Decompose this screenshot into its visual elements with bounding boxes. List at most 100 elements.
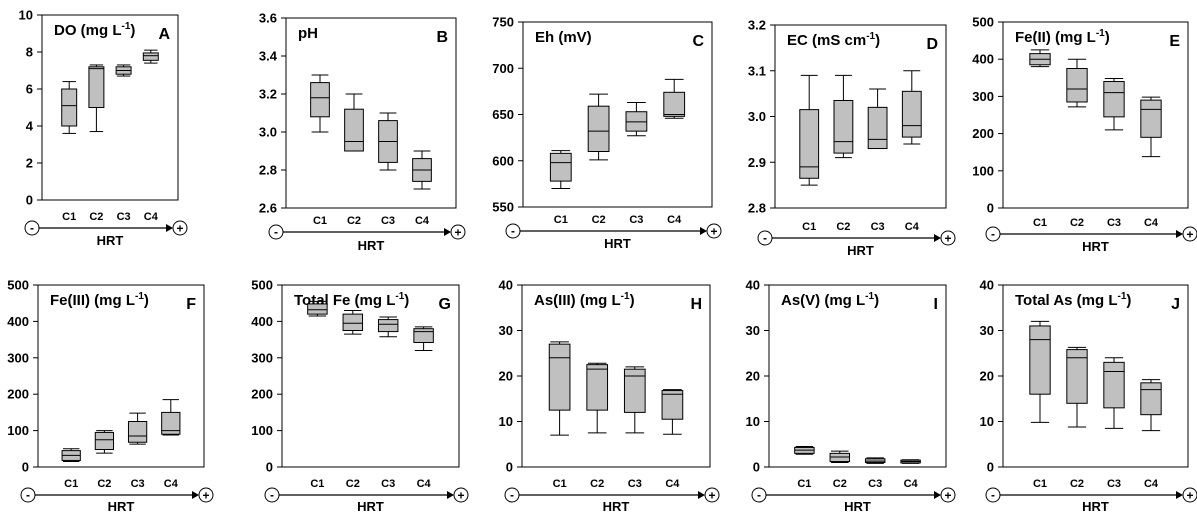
x-axis-label: HRT — [97, 233, 124, 248]
box-body — [901, 90, 922, 138]
y-tick-label: 3.0 — [259, 125, 277, 140]
title-superscript: -1 — [122, 21, 131, 32]
x-axis-label: HRT — [604, 236, 631, 251]
panel-letter: B — [436, 29, 448, 46]
y-tick-label: 3.2 — [748, 18, 766, 33]
hrt-axis: - + HRT — [985, 226, 1197, 254]
box-body — [142, 52, 159, 61]
box-c2 — [833, 74, 854, 159]
category-label: C1 — [554, 214, 568, 226]
box-c4 — [900, 459, 921, 464]
box-c1 — [549, 150, 572, 189]
x-axis-label: HRT — [1082, 239, 1109, 254]
y-tick-label: 10 — [19, 8, 33, 23]
box-body — [413, 328, 434, 344]
y-tick-label: 300 — [251, 350, 273, 365]
hrt-axis: - + HRT — [268, 224, 466, 253]
y-tick-label: 750 — [492, 15, 514, 30]
box-body — [587, 105, 610, 153]
box-c2 — [88, 64, 105, 133]
panel-e: 0 100 200 300 400 500 Fe(II) (mg L-1) E C1 C2 C3 C4… — [972, 15, 1197, 254]
panel-j: 0 10 20 30 40 Total As (mg L-1) J C1 C2 C3 C4 - + HRT — [980, 278, 1197, 514]
panel-title: Fe(III) (mg L-1) — [50, 291, 149, 309]
box-c3 — [377, 316, 399, 338]
box-c4 — [412, 150, 432, 190]
box-body — [867, 106, 888, 150]
category-label: C1 — [64, 478, 78, 490]
hrt-axis: - + HRT — [504, 487, 720, 514]
box-body — [1066, 349, 1088, 404]
category-label: C2 — [346, 478, 360, 490]
plus-sign: + — [457, 489, 464, 503]
panel-letter: F — [186, 296, 196, 313]
y-tick-label: 500 — [972, 15, 994, 30]
plot-frame — [768, 284, 947, 468]
x-axis-label: HRT — [358, 238, 385, 253]
y-tick-label: 100 — [972, 163, 994, 178]
plus-circle — [450, 224, 466, 240]
y-tick-label: 3.6 — [259, 11, 277, 26]
category-label: C3 — [131, 478, 145, 490]
box-body — [833, 99, 854, 154]
y-tick-label: 100 — [251, 423, 273, 438]
panel-letter: I — [934, 296, 938, 313]
panel-h: 0 10 20 30 40 As(III) (mg L-1) H C1 C2 C3 C4 - + HRT — [499, 278, 720, 514]
plus-circle — [940, 487, 956, 503]
minus-sign: - — [26, 488, 30, 502]
y-tick-label: 400 — [7, 314, 29, 329]
category-label: C4 — [144, 211, 159, 223]
box-body — [344, 108, 364, 152]
box-c4 — [663, 78, 686, 119]
plus-circle — [704, 487, 720, 503]
category-label: C4 — [417, 478, 432, 490]
title-tail: ) — [875, 32, 880, 49]
box-body — [61, 88, 78, 127]
box-body — [88, 66, 105, 109]
panel-title: DO (mg L-1) — [54, 21, 135, 39]
category-label: C4 — [905, 221, 920, 233]
y-tick-label: 550 — [492, 200, 514, 215]
arrow-head-icon — [934, 234, 941, 242]
box-c2 — [94, 430, 115, 454]
panel-c: 550 600 650 700 750 Eh (mV) C C1 C2 C3 C4 - + HRT — [492, 15, 722, 251]
minus-sign: - — [270, 488, 274, 502]
title-superscript: -1 — [865, 291, 874, 302]
y-tick-label: 2.8 — [259, 163, 277, 178]
y-tick-label: 6 — [26, 82, 33, 97]
box-c3 — [867, 88, 888, 150]
box-body — [1066, 68, 1088, 103]
panel-title: Fe(II) (mg L-1) — [1015, 28, 1110, 46]
minus-sign: - — [511, 224, 515, 238]
minus-sign: - — [757, 488, 761, 502]
plus-sign: + — [1186, 489, 1193, 503]
category-label: C1 — [1033, 478, 1047, 490]
category-label: C2 — [89, 211, 103, 223]
box-c4 — [413, 326, 434, 352]
box-c4 — [661, 389, 684, 435]
hrt-axis: - + HRT — [24, 220, 188, 248]
box-body — [310, 82, 330, 118]
category-label: C3 — [1107, 217, 1121, 229]
box-body — [377, 319, 399, 333]
plus-sign: + — [944, 489, 951, 503]
box-c1 — [61, 81, 78, 134]
minus-sign: - — [30, 221, 34, 235]
x-axis-label: HRT — [357, 499, 384, 514]
y-tick-label: 20 — [499, 369, 513, 384]
plus-circle — [172, 220, 188, 236]
box-body — [1140, 382, 1162, 416]
box-c3 — [127, 412, 148, 445]
box-body — [623, 368, 646, 413]
arrow-head-icon — [166, 224, 173, 232]
panel-title: As(III) (mg L-1) — [534, 291, 635, 309]
box-body — [342, 313, 364, 331]
plot-frame — [281, 284, 460, 468]
box-body — [161, 411, 181, 435]
title-tail: ) — [144, 292, 149, 309]
panel-b: 2.6 2.8 3.0 3.2 3.4 3.6 pH B C1 C2 C3 C4 - + HRT — [259, 11, 466, 253]
panel-a: 0 2 4 6 8 10 DO (mg L-1) A C1 C2 C3 C4 - + HRT — [19, 8, 188, 248]
panel-letter: G — [439, 296, 451, 313]
y-tick-label: 8 — [26, 45, 33, 60]
